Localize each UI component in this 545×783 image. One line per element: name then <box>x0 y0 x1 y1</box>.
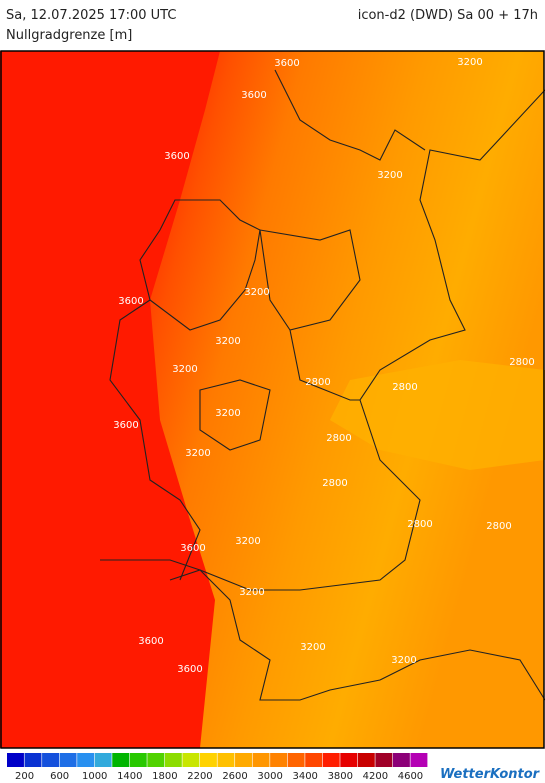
contour-label: 3200 <box>215 336 240 347</box>
contour-label: 2800 <box>486 521 511 532</box>
contour-labels: 3600 3600 3600 3600 3600 3600 3600 3600 3200 3200… <box>113 57 534 675</box>
field-yellow <box>330 360 545 470</box>
map <box>0 50 545 749</box>
contour-label: 3600 <box>177 664 202 675</box>
contour-label: 3600 <box>113 420 138 431</box>
legend-label: 3000 <box>257 771 282 782</box>
contour-label: 3200 <box>391 655 416 666</box>
contour-label: 3600 <box>241 90 266 101</box>
parameter: Nullgradgrenze [m] <box>6 28 132 43</box>
legend-label: 3400 <box>292 771 317 782</box>
legend-swatch <box>199 753 217 767</box>
contour-label: 2800 <box>509 357 534 368</box>
borders <box>100 69 545 701</box>
legend-swatch <box>42 753 60 767</box>
legend-swatch <box>112 753 130 767</box>
contour-label: 3600 <box>274 58 299 69</box>
legend-swatch <box>217 753 235 767</box>
contour-label: 2800 <box>305 377 330 388</box>
legend-label: 4200 <box>363 771 388 782</box>
contour-label: 2800 <box>326 433 351 444</box>
legend-swatch <box>7 753 24 767</box>
legend-swatch <box>322 753 340 767</box>
legend-label: 4600 <box>398 771 423 782</box>
legend-swatch <box>340 753 358 767</box>
legend-swatch <box>375 753 393 767</box>
legend-swatch <box>305 753 323 767</box>
legend-swatch <box>235 753 252 767</box>
legend-swatch <box>410 753 428 767</box>
legend-swatch <box>147 753 165 767</box>
legend-swatch <box>24 753 42 767</box>
legend-swatch <box>59 753 77 767</box>
legend-swatch <box>357 753 375 767</box>
logo: WetterKontor <box>440 767 541 782</box>
field-red <box>0 51 220 748</box>
legend-swatch <box>287 753 305 767</box>
contour-label: 3200 <box>300 642 325 653</box>
contour-label: 2800 <box>322 478 347 489</box>
contour-label: 3200 <box>377 170 402 181</box>
contour-label: 3600 <box>164 151 189 162</box>
contour-label: 3600 <box>118 296 143 307</box>
legend-label: 600 <box>50 771 69 782</box>
contour-label: 3200 <box>215 408 240 419</box>
legend-swatch <box>129 753 147 767</box>
model-run: icon-d2 (DWD) Sa 00 + 17h <box>358 8 538 23</box>
datetime: Sa, 12.07.2025 17:00 UTC <box>6 8 176 23</box>
contour-label: 3200 <box>239 587 264 598</box>
contour-label: 3200 <box>457 57 482 68</box>
contour-label: 3600 <box>138 636 163 647</box>
legend-label: 1800 <box>152 771 177 782</box>
contour-label: 3200 <box>244 287 269 298</box>
contour-label: 2800 <box>407 519 432 530</box>
legend-swatch <box>182 753 200 767</box>
legend-swatch <box>252 753 270 767</box>
legend-swatch <box>94 753 112 767</box>
legend-swatch <box>164 753 182 767</box>
legend-label: 1000 <box>82 771 107 782</box>
contour-label: 3200 <box>172 364 197 375</box>
legend-swatch <box>270 753 288 767</box>
legend-swatch <box>77 753 95 767</box>
legend: 200 600 1000 1400 1800 2200 2600 3000 3400 3800 42… <box>7 753 428 782</box>
legend-label: 2600 <box>222 771 247 782</box>
legend-label: 200 <box>15 771 34 782</box>
contour-label: 3600 <box>180 543 205 554</box>
map-frame <box>0 50 545 749</box>
legend-label: 2200 <box>187 771 212 782</box>
contour-label: 3200 <box>235 536 260 547</box>
contour-label: 2800 <box>392 382 417 393</box>
legend-swatch <box>392 753 410 767</box>
legend-label: 3800 <box>328 771 353 782</box>
legend-label: 1400 <box>117 771 142 782</box>
contour-label: 3200 <box>185 448 210 459</box>
